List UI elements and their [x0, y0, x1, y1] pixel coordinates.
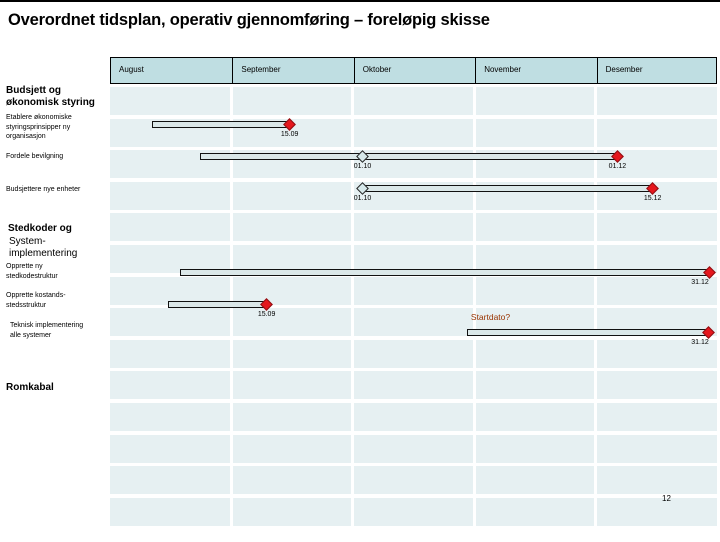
task-label-opprette-kostands: Opprette kostands- stedsstruktur: [6, 292, 66, 309]
milestone-date-label: 01.12: [608, 163, 627, 170]
startdato-annotation: Startdato?: [470, 312, 511, 322]
grid-band-row: [110, 213, 717, 242]
month-header-cell: November: [475, 58, 596, 83]
section-label-stedkoder: Stedkoder og: [8, 223, 72, 234]
milestone-date-label: 31.12: [691, 279, 709, 286]
section-label-romkabal: Romkabal: [6, 382, 54, 393]
column-separator: [594, 87, 598, 526]
month-header-cell: September: [232, 58, 353, 83]
section-label-system-impl: System- implementering: [9, 236, 78, 259]
gantt-bar-etablere-styringsprinsipper: [152, 121, 292, 128]
column-separator: [472, 87, 476, 526]
grid-band-row: [110, 497, 717, 526]
milestone-date-label: 01.10: [353, 163, 372, 170]
grid-band-row: [110, 339, 717, 368]
task-label-opprette-ny: Opprette ny stedkodestruktur: [6, 263, 58, 280]
grid-band-row: [110, 434, 717, 463]
milestone-date-label: 15.12: [643, 195, 662, 202]
gantt-bar-budsjettere-nye-enheter: [362, 185, 655, 192]
gantt-bar-fordele-bevilgning: [199, 153, 620, 160]
gantt-bar-opprette-ny-stedkodestruktur: [180, 269, 712, 276]
grid-band-row: [110, 276, 717, 305]
grid-band-row: [110, 371, 717, 400]
milestone-date-label: 31.12: [691, 339, 709, 346]
slide-title: Overordnet tidsplan, operativ gjennomfør…: [8, 11, 490, 29]
grid-band-row: [110, 245, 717, 273]
month-header-row: August September Oktober November Desember: [110, 57, 717, 84]
page-number: 12: [662, 494, 671, 503]
gantt-bar-opprette-kostands-stedsstruktur: [168, 301, 269, 308]
task-label-teknisk: Teknisk implementering alle systemer: [10, 322, 84, 339]
column-separator: [351, 87, 355, 526]
grid-band-row: [110, 87, 717, 115]
month-header-cell: Desember: [596, 58, 718, 83]
milestone-date-label: 15.09: [280, 131, 299, 138]
milestone-date-label: 01.10: [353, 195, 372, 202]
grid-band-row: [110, 466, 717, 495]
task-label-etablere: Etablere økonomiske styringsprinsipper n…: [6, 114, 72, 140]
milestone-date-label: 15.09: [257, 311, 276, 318]
month-header-cell: Oktober: [353, 58, 475, 83]
task-label-budsjettere: Budsjettere nye enheter: [6, 186, 81, 193]
gantt-bar-teknisk-implementering: [466, 329, 711, 336]
task-label-fordele: Fordele bevilgning: [6, 153, 64, 160]
section-label-budsjett: Budsjett og økonomisk styring: [6, 85, 95, 108]
month-header-cell: August: [119, 65, 144, 74]
grid-band-row: [110, 403, 717, 431]
